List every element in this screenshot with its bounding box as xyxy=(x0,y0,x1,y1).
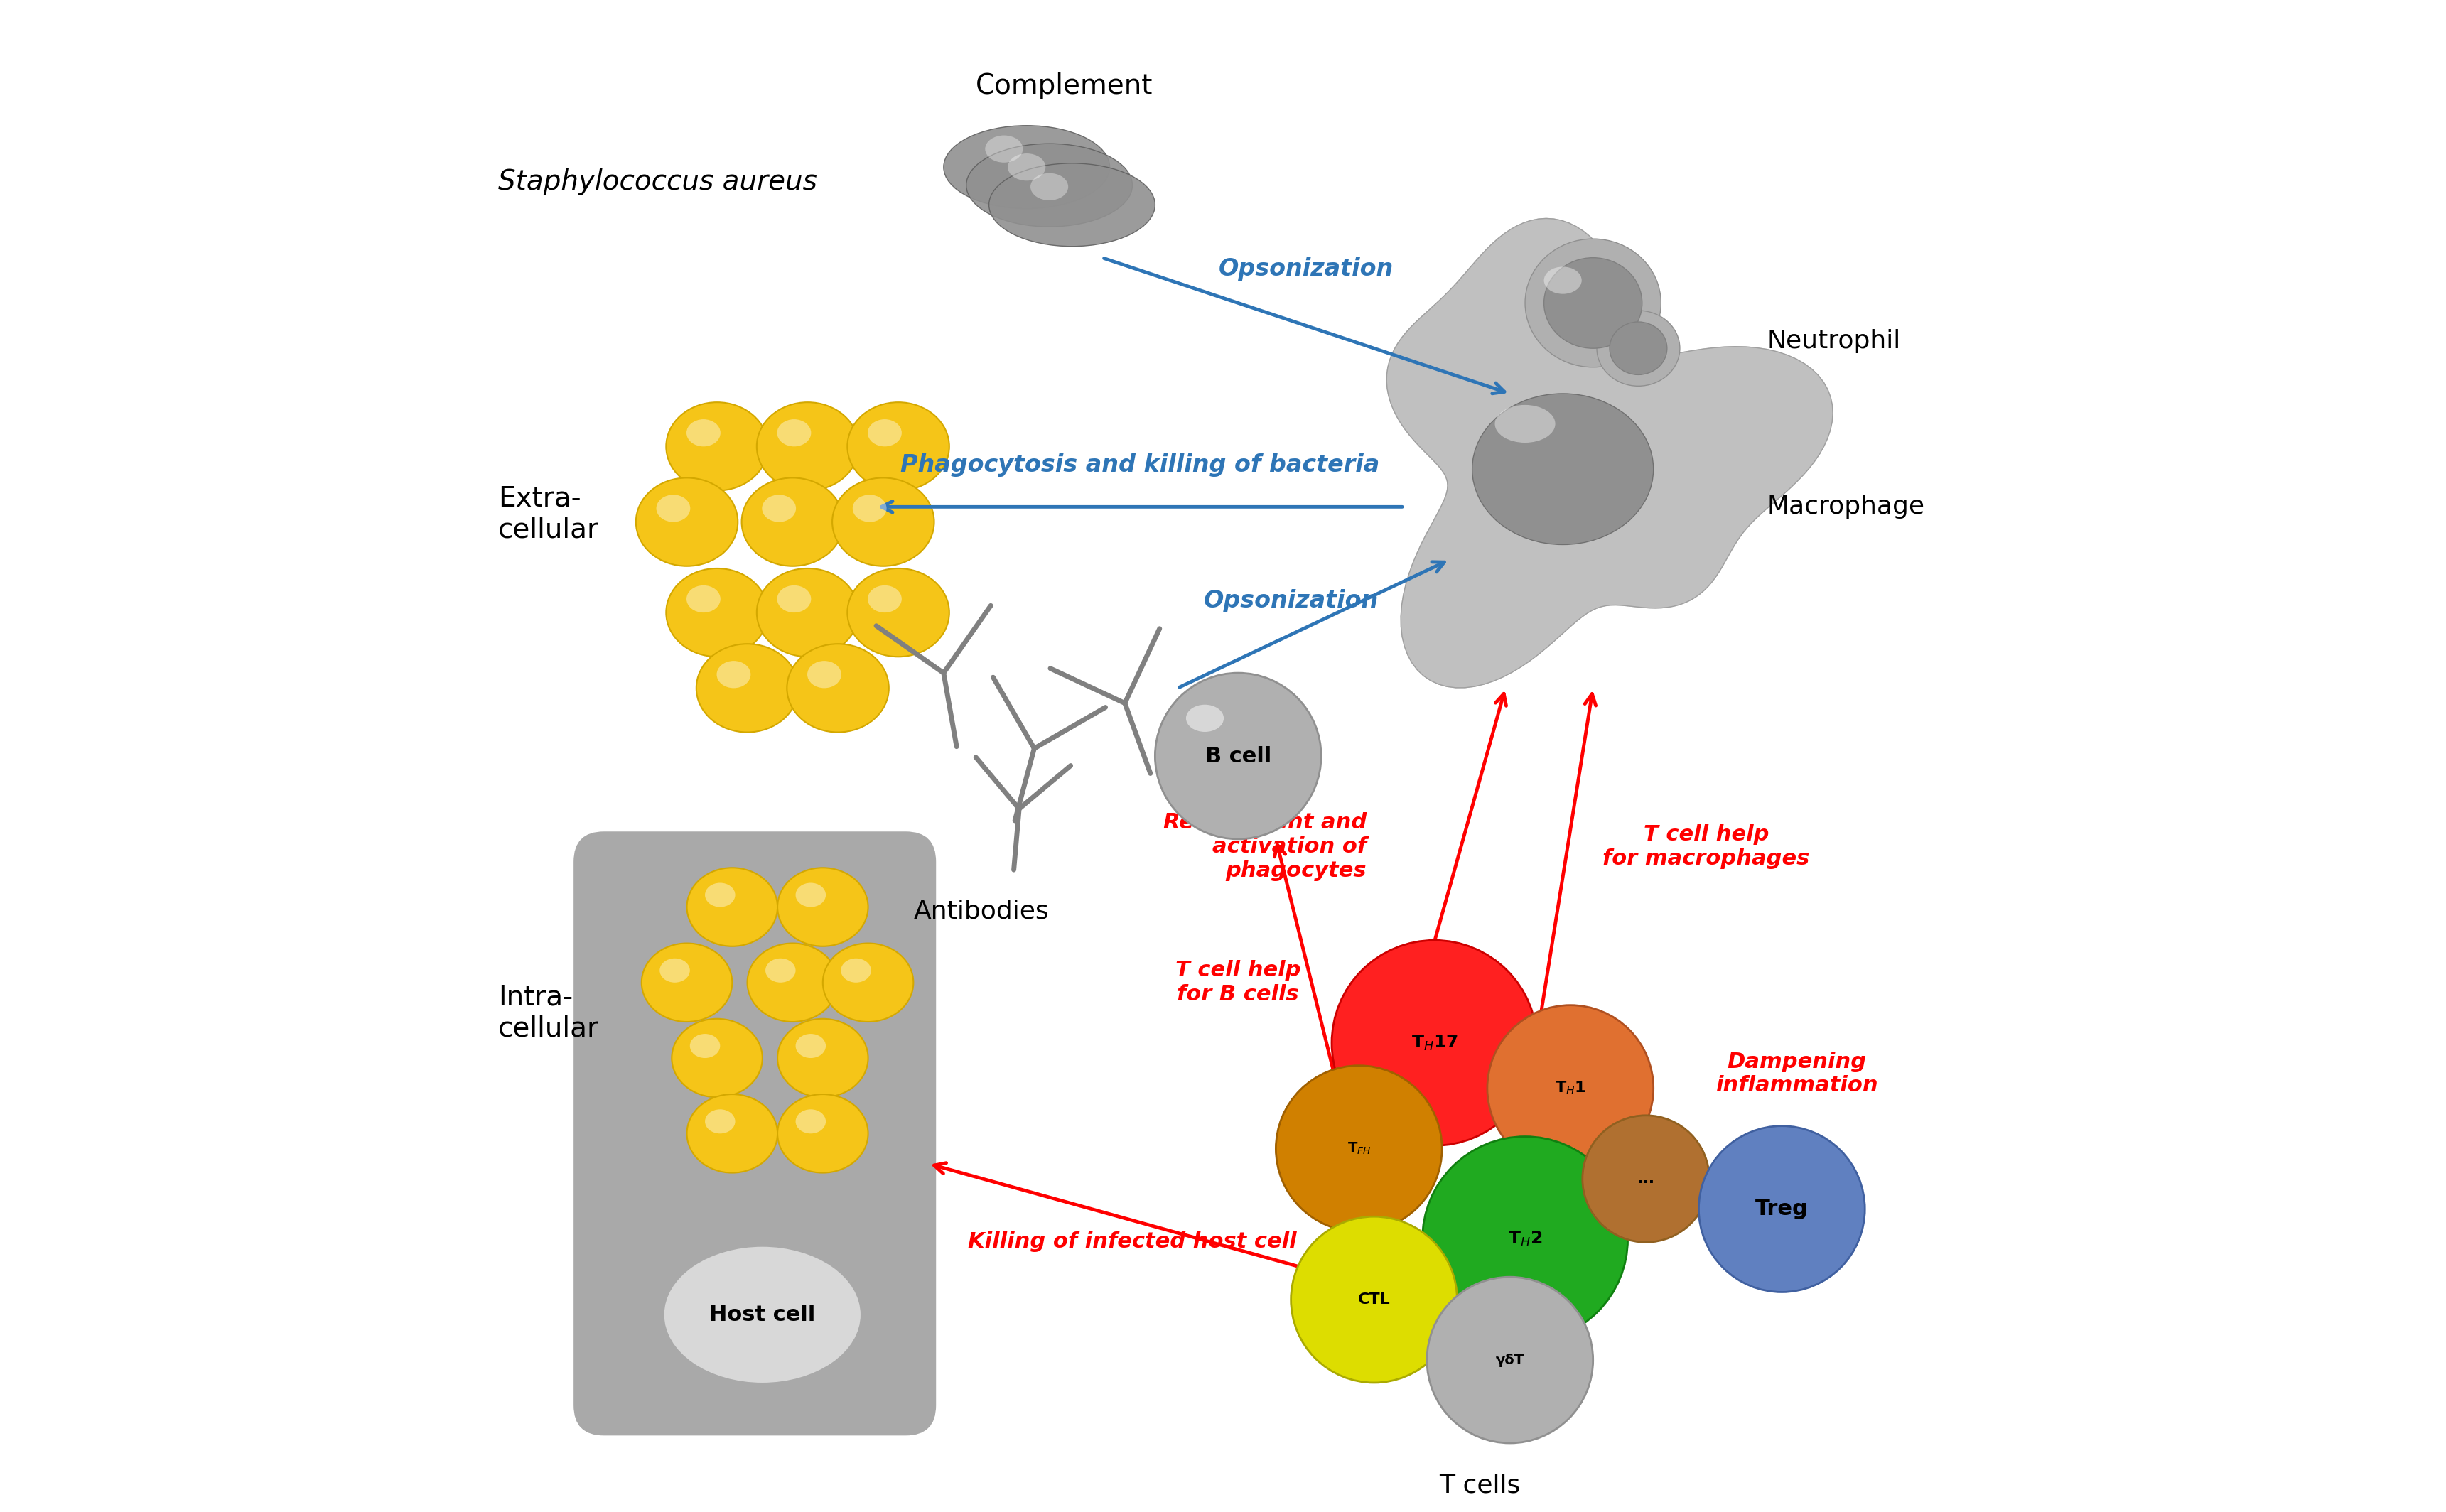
Ellipse shape xyxy=(687,868,778,947)
Circle shape xyxy=(1583,1116,1710,1243)
Text: Dampening
inflammation: Dampening inflammation xyxy=(1715,1051,1879,1096)
Circle shape xyxy=(1426,1278,1592,1442)
Text: Staphylococcus aureus: Staphylococcus aureus xyxy=(499,169,817,195)
Ellipse shape xyxy=(795,1110,827,1134)
Ellipse shape xyxy=(778,1095,868,1173)
Ellipse shape xyxy=(778,585,812,612)
Ellipse shape xyxy=(795,1034,827,1058)
Ellipse shape xyxy=(641,943,731,1022)
Text: Host cell: Host cell xyxy=(709,1305,815,1325)
Circle shape xyxy=(1698,1126,1864,1293)
Text: ...: ... xyxy=(1636,1172,1656,1185)
Ellipse shape xyxy=(854,494,885,522)
Text: Antibodies: Antibodies xyxy=(915,900,1049,924)
Ellipse shape xyxy=(704,1110,736,1134)
Ellipse shape xyxy=(868,419,903,446)
Ellipse shape xyxy=(687,419,722,446)
Text: Macrophage: Macrophage xyxy=(1766,494,1925,519)
Ellipse shape xyxy=(741,478,844,565)
Ellipse shape xyxy=(846,569,949,656)
Circle shape xyxy=(1277,1066,1443,1232)
Ellipse shape xyxy=(665,1247,861,1382)
Text: Intra-
cellular: Intra- cellular xyxy=(499,984,599,1042)
Ellipse shape xyxy=(1543,266,1583,293)
Ellipse shape xyxy=(778,419,812,446)
Text: T cell help
for B cells: T cell help for B cells xyxy=(1177,960,1301,1004)
Ellipse shape xyxy=(690,1034,719,1058)
Ellipse shape xyxy=(1609,322,1668,375)
FancyBboxPatch shape xyxy=(575,832,937,1435)
Ellipse shape xyxy=(665,569,768,656)
Circle shape xyxy=(1487,1005,1653,1172)
Text: T cell help
for macrophages: T cell help for macrophages xyxy=(1602,824,1810,869)
Ellipse shape xyxy=(748,943,839,1022)
Ellipse shape xyxy=(966,144,1132,227)
Text: γδT: γδT xyxy=(1495,1353,1524,1367)
Ellipse shape xyxy=(778,1019,868,1098)
Ellipse shape xyxy=(986,136,1022,163)
Ellipse shape xyxy=(822,943,912,1022)
Text: Neutrophil: Neutrophil xyxy=(1766,328,1901,352)
Ellipse shape xyxy=(673,1019,763,1098)
Ellipse shape xyxy=(697,644,797,732)
Ellipse shape xyxy=(704,883,736,907)
Text: Extra-
cellular: Extra- cellular xyxy=(499,485,599,543)
Circle shape xyxy=(1331,940,1536,1146)
Ellipse shape xyxy=(1597,310,1680,386)
Text: Killing of infected host cell: Killing of infected host cell xyxy=(969,1232,1296,1252)
Text: T$_H$2: T$_H$2 xyxy=(1507,1229,1543,1249)
Ellipse shape xyxy=(944,125,1110,209)
Ellipse shape xyxy=(766,959,795,983)
Ellipse shape xyxy=(778,868,868,947)
Ellipse shape xyxy=(1543,257,1641,348)
Text: Phagocytosis and killing of bacteria: Phagocytosis and killing of bacteria xyxy=(900,454,1380,476)
Ellipse shape xyxy=(1495,405,1556,443)
Ellipse shape xyxy=(756,402,859,490)
Ellipse shape xyxy=(788,644,888,732)
Ellipse shape xyxy=(841,959,871,983)
Text: Treg: Treg xyxy=(1756,1199,1808,1219)
Ellipse shape xyxy=(1186,705,1223,732)
Ellipse shape xyxy=(656,494,690,522)
Ellipse shape xyxy=(717,661,751,688)
Ellipse shape xyxy=(665,402,768,490)
Text: T cells: T cells xyxy=(1438,1473,1521,1497)
Circle shape xyxy=(1291,1217,1458,1382)
Ellipse shape xyxy=(1008,154,1044,180)
Ellipse shape xyxy=(807,661,841,688)
Text: Opsonization: Opsonization xyxy=(1203,590,1380,612)
Text: B cell: B cell xyxy=(1206,745,1272,767)
Ellipse shape xyxy=(763,494,795,522)
Ellipse shape xyxy=(1030,174,1069,200)
Ellipse shape xyxy=(636,478,739,565)
Text: T$_H$1: T$_H$1 xyxy=(1556,1080,1585,1096)
Ellipse shape xyxy=(868,585,903,612)
Ellipse shape xyxy=(687,1095,778,1173)
Circle shape xyxy=(1155,673,1321,839)
Ellipse shape xyxy=(832,478,934,565)
Ellipse shape xyxy=(756,569,859,656)
Ellipse shape xyxy=(660,959,690,983)
Text: Opsonization: Opsonization xyxy=(1218,257,1394,280)
Polygon shape xyxy=(1387,218,1832,688)
Ellipse shape xyxy=(687,585,722,612)
Ellipse shape xyxy=(1472,393,1653,544)
Text: T$_H$17: T$_H$17 xyxy=(1411,1034,1458,1052)
Ellipse shape xyxy=(988,163,1155,246)
Ellipse shape xyxy=(795,883,827,907)
Text: CTL: CTL xyxy=(1358,1293,1389,1306)
Text: T$_{FH}$: T$_{FH}$ xyxy=(1348,1142,1370,1157)
Text: Complement: Complement xyxy=(976,73,1152,100)
Ellipse shape xyxy=(846,402,949,490)
Circle shape xyxy=(1424,1137,1627,1341)
Text: Recruitment and
activation of
phagocytes: Recruitment and activation of phagocytes xyxy=(1162,812,1367,881)
Ellipse shape xyxy=(1524,239,1661,367)
